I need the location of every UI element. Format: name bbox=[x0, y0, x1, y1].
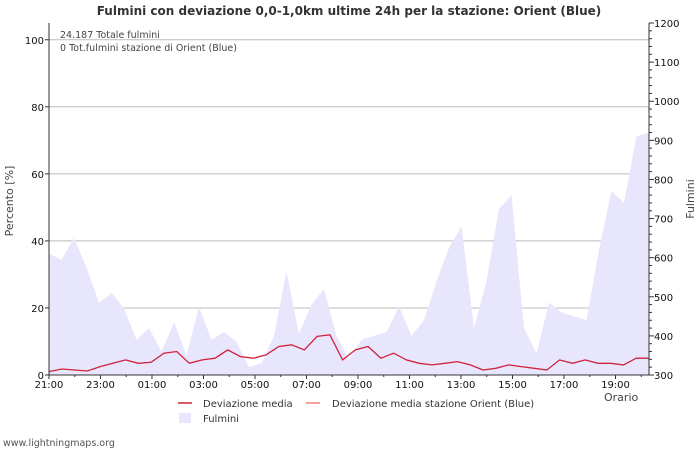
info-total-lightning: 24.187 Totale fulmini bbox=[60, 30, 160, 41]
x-tick-label: 15:00 bbox=[498, 380, 527, 391]
x-tick-label: 07:00 bbox=[292, 380, 321, 391]
x-tick-label: 11:00 bbox=[395, 380, 424, 391]
x-tick-label: 19:00 bbox=[601, 380, 630, 391]
line-layer bbox=[48, 334, 649, 373]
legend: Deviazione media Deviazione media stazio… bbox=[178, 399, 534, 425]
grid-layer bbox=[49, 39, 649, 309]
x-tick-label: 05:00 bbox=[241, 380, 270, 391]
right-tick-label: 700 bbox=[654, 215, 673, 226]
x-tick-label: 03:00 bbox=[189, 380, 218, 391]
x-tick-label: 09:00 bbox=[344, 380, 373, 391]
left-tick-label: 20 bbox=[31, 304, 44, 315]
x-tick-label: 13:00 bbox=[447, 380, 476, 391]
right-tick-label: 600 bbox=[654, 254, 673, 265]
x-tick-label: 17:00 bbox=[550, 380, 579, 391]
left-tick-label: 80 bbox=[31, 103, 44, 114]
right-tick-label: 300 bbox=[654, 371, 673, 382]
series-deviazione-media-line bbox=[48, 334, 649, 373]
right-tick-label: 500 bbox=[654, 293, 673, 304]
series-fulmini-area bbox=[49, 132, 649, 375]
left-tick-label: 0 bbox=[38, 371, 44, 382]
right-tick-label: 800 bbox=[654, 175, 673, 186]
right-tick-label: 1000 bbox=[654, 97, 679, 108]
area-layer bbox=[49, 132, 649, 375]
legend-label-fulmini: Fulmini bbox=[203, 414, 239, 425]
axis-layer bbox=[45, 22, 654, 379]
x-tick-label: 21:00 bbox=[35, 380, 64, 391]
right-tick-label: 1100 bbox=[654, 58, 679, 69]
x-tick-label: 23:00 bbox=[86, 380, 115, 391]
legend-label-station: Deviazione media stazione Orient (Blue) bbox=[332, 399, 534, 410]
info-station-lightning: 0 Tot.fulmini stazione di Orient (Blue) bbox=[60, 43, 237, 54]
y-axis-title-left: Percento [%] bbox=[3, 166, 16, 237]
left-tick-label: 40 bbox=[31, 237, 44, 248]
left-tick-label: 100 bbox=[25, 36, 44, 47]
legend-swatch-fulmini bbox=[179, 413, 191, 423]
y-axis-title-right: Fulmini bbox=[684, 179, 697, 219]
right-tick-label: 900 bbox=[654, 136, 673, 147]
chart-title: Fulmini con deviazione 0,0-1,0km ultime … bbox=[97, 4, 602, 18]
x-axis-title: Orario bbox=[604, 391, 639, 404]
legend-label-deviazione: Deviazione media bbox=[203, 399, 293, 410]
right-tick-label: 400 bbox=[654, 332, 673, 343]
footer-credit: www.lightningmaps.org bbox=[3, 438, 115, 449]
x-tick-label: 01:00 bbox=[138, 380, 167, 391]
left-tick-label: 60 bbox=[31, 170, 44, 181]
label-layer: 0 20 40 60 80 100 300 400 500 600 700 800 900 1000 110… bbox=[25, 19, 680, 391]
right-tick-label: 1200 bbox=[654, 19, 679, 30]
